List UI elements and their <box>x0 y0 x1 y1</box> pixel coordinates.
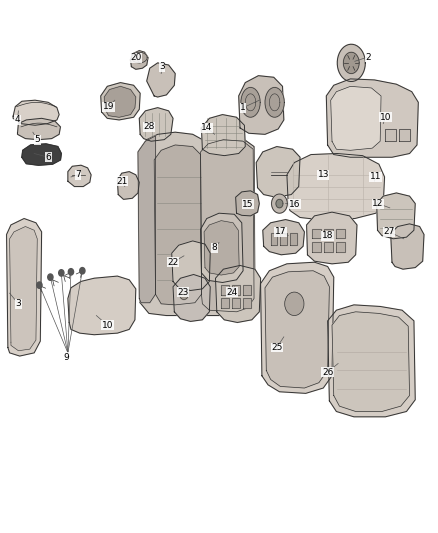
Polygon shape <box>68 165 91 187</box>
Polygon shape <box>326 79 418 157</box>
Polygon shape <box>256 147 300 197</box>
Polygon shape <box>131 51 148 69</box>
Circle shape <box>59 270 64 276</box>
Polygon shape <box>276 199 283 208</box>
Text: 6: 6 <box>45 153 51 161</box>
Circle shape <box>180 289 188 300</box>
Polygon shape <box>265 271 329 388</box>
Polygon shape <box>139 108 173 141</box>
Polygon shape <box>147 63 175 97</box>
Circle shape <box>37 282 42 288</box>
Text: 10: 10 <box>102 321 113 329</box>
Text: 18: 18 <box>322 231 333 240</box>
Polygon shape <box>201 140 254 312</box>
Polygon shape <box>221 298 229 308</box>
Polygon shape <box>324 229 333 238</box>
Text: 20: 20 <box>130 53 141 62</box>
Polygon shape <box>236 191 259 216</box>
Text: 15: 15 <box>242 200 254 208</box>
Polygon shape <box>377 193 415 239</box>
Text: 5: 5 <box>34 135 40 144</box>
Polygon shape <box>261 262 334 393</box>
Polygon shape <box>263 220 304 255</box>
Polygon shape <box>391 224 424 269</box>
Circle shape <box>80 268 85 274</box>
Polygon shape <box>265 87 284 117</box>
Polygon shape <box>172 241 210 290</box>
Polygon shape <box>336 242 345 252</box>
Polygon shape <box>201 115 245 156</box>
Text: 12: 12 <box>372 199 384 208</box>
Polygon shape <box>331 86 381 150</box>
Polygon shape <box>7 219 42 356</box>
Text: 2: 2 <box>365 53 371 61</box>
Polygon shape <box>221 285 229 295</box>
Circle shape <box>48 274 53 280</box>
Text: 1: 1 <box>240 103 246 112</box>
Polygon shape <box>131 52 147 63</box>
Polygon shape <box>117 172 139 199</box>
Polygon shape <box>328 305 415 417</box>
Polygon shape <box>201 213 243 282</box>
Polygon shape <box>215 265 261 322</box>
Polygon shape <box>385 129 396 141</box>
Polygon shape <box>272 194 287 213</box>
Text: 10: 10 <box>380 113 391 122</box>
Polygon shape <box>18 118 60 140</box>
Polygon shape <box>104 86 136 117</box>
Text: 14: 14 <box>201 124 212 132</box>
Polygon shape <box>332 312 410 411</box>
Text: 11: 11 <box>370 173 381 181</box>
Polygon shape <box>271 233 277 245</box>
Polygon shape <box>399 129 410 141</box>
Text: 27: 27 <box>383 228 395 236</box>
Text: 16: 16 <box>289 200 300 208</box>
Polygon shape <box>280 233 287 245</box>
Polygon shape <box>312 229 321 238</box>
Polygon shape <box>290 233 297 245</box>
Circle shape <box>180 289 188 300</box>
Polygon shape <box>241 87 260 117</box>
Text: 9: 9 <box>64 353 70 361</box>
Polygon shape <box>13 100 59 125</box>
Text: 22: 22 <box>167 258 179 266</box>
Polygon shape <box>139 132 255 316</box>
Polygon shape <box>204 221 239 275</box>
Polygon shape <box>232 298 240 308</box>
Polygon shape <box>243 285 251 295</box>
Circle shape <box>285 292 304 316</box>
Polygon shape <box>312 242 321 252</box>
Text: 25: 25 <box>271 343 283 352</box>
Polygon shape <box>232 285 240 295</box>
Text: 4: 4 <box>15 116 20 124</box>
Polygon shape <box>239 76 284 134</box>
Text: 17: 17 <box>275 228 286 236</box>
Text: 23: 23 <box>177 288 189 296</box>
Text: 24: 24 <box>226 288 238 296</box>
Text: 19: 19 <box>103 102 114 111</box>
Polygon shape <box>101 83 140 120</box>
Text: 26: 26 <box>322 368 333 376</box>
Polygon shape <box>243 298 251 308</box>
Text: 28: 28 <box>143 123 155 131</box>
Polygon shape <box>10 227 37 351</box>
Polygon shape <box>138 136 155 303</box>
Polygon shape <box>173 274 210 321</box>
Polygon shape <box>22 144 61 165</box>
Polygon shape <box>287 154 385 220</box>
Polygon shape <box>68 276 136 335</box>
Polygon shape <box>337 44 365 82</box>
Text: 7: 7 <box>75 171 81 179</box>
Polygon shape <box>324 242 333 252</box>
Text: 3: 3 <box>159 62 165 71</box>
Polygon shape <box>307 212 357 264</box>
Polygon shape <box>336 229 345 238</box>
Text: 3: 3 <box>15 300 21 308</box>
Polygon shape <box>154 145 201 305</box>
Text: 8: 8 <box>212 244 218 252</box>
Text: 21: 21 <box>116 177 127 185</box>
Text: 13: 13 <box>318 171 329 179</box>
Polygon shape <box>343 52 359 74</box>
Circle shape <box>68 269 74 275</box>
